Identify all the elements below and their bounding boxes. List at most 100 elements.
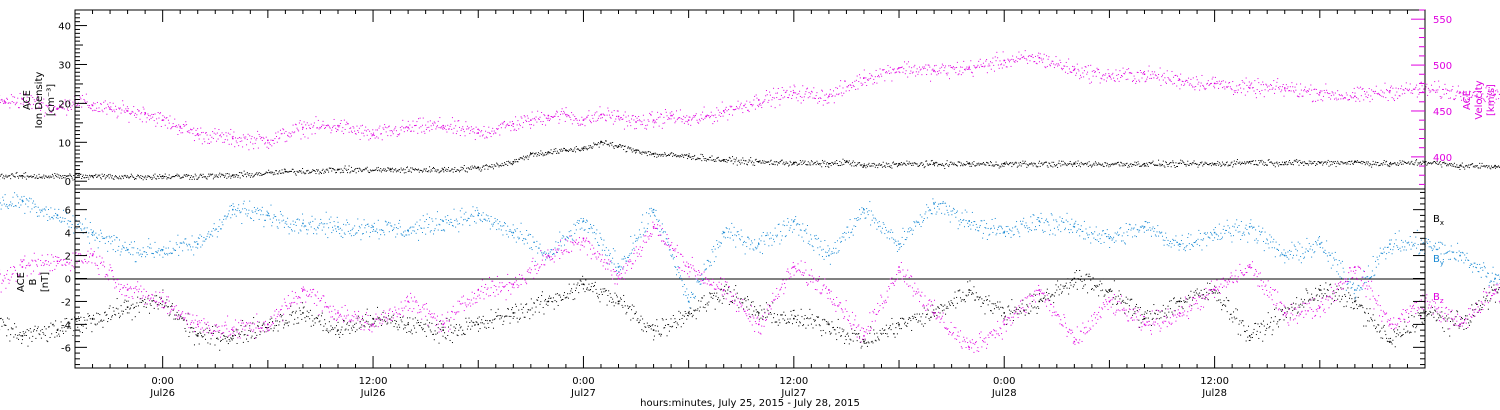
velocity-sample	[780, 98, 782, 100]
velocity-sample	[205, 132, 207, 134]
velocity-sample	[1109, 76, 1111, 78]
density-sample	[1006, 162, 1008, 164]
density-sample	[473, 167, 475, 169]
density-sample	[41, 177, 43, 179]
velocity-sample	[986, 72, 988, 74]
density-sample	[939, 163, 941, 165]
velocity-sample	[856, 75, 858, 77]
velocity-sample	[737, 100, 739, 102]
density-sample	[546, 152, 548, 154]
velocity-sample	[867, 79, 869, 81]
velocity-sample	[1221, 80, 1223, 82]
velocity-sample	[1221, 87, 1223, 89]
density-sample	[1036, 166, 1038, 168]
velocity-sample	[144, 114, 146, 116]
density-sample	[922, 164, 924, 166]
velocity-sample	[539, 116, 541, 118]
density-sample	[528, 156, 530, 158]
velocity-sample	[1180, 84, 1182, 86]
velocity-sample	[445, 129, 447, 131]
velocity-sample	[96, 107, 98, 109]
velocity-sample	[980, 64, 982, 66]
density-sample	[55, 176, 57, 178]
velocity-sample	[425, 124, 427, 126]
density-sample	[792, 163, 794, 165]
velocity-sample	[521, 117, 523, 119]
velocity-sample	[355, 133, 357, 135]
velocity-sample	[389, 130, 391, 132]
velocity-sample	[282, 128, 284, 130]
velocity-sample	[174, 118, 176, 120]
velocity-sample	[1434, 81, 1436, 83]
density-sample	[698, 158, 700, 160]
velocity-sample	[1455, 95, 1457, 97]
density-sample	[325, 169, 327, 171]
density-sample	[925, 160, 927, 162]
velocity-sample	[492, 133, 494, 135]
density-sample	[1285, 161, 1287, 163]
velocity-sample	[297, 129, 299, 131]
velocity-sample	[1006, 66, 1008, 68]
density-sample	[168, 174, 170, 176]
density-sample	[180, 177, 182, 179]
density-sample	[425, 170, 427, 172]
density-sample	[933, 162, 935, 164]
velocity-sample	[87, 104, 89, 106]
velocity-sample	[538, 118, 540, 120]
velocity-sample	[309, 128, 311, 130]
density-sample	[475, 167, 477, 169]
velocity-sample	[646, 124, 648, 126]
density-sample	[1052, 166, 1054, 168]
velocity-sample	[1091, 81, 1093, 83]
density-sample	[959, 161, 961, 163]
density-sample	[363, 169, 365, 171]
density-sample	[786, 162, 788, 164]
velocity-sample	[772, 97, 774, 99]
density-sample	[1128, 164, 1130, 166]
density-sample	[472, 167, 474, 169]
density-sample	[178, 174, 180, 176]
density-sample	[1243, 162, 1245, 164]
velocity-sample	[518, 128, 520, 130]
density-sample	[749, 160, 751, 162]
density-sample	[280, 172, 282, 174]
velocity-sample	[283, 132, 285, 134]
velocity-sample	[1171, 70, 1173, 72]
velocity-sample	[242, 134, 244, 136]
density-sample	[776, 161, 778, 163]
velocity-sample	[68, 102, 70, 104]
velocity-sample	[926, 74, 928, 76]
density-sample	[481, 169, 483, 171]
velocity-sample	[94, 103, 96, 105]
velocity-sample	[997, 57, 999, 59]
density-sample	[1248, 161, 1250, 163]
density-sample	[963, 164, 965, 166]
density-sample	[812, 164, 814, 166]
velocity-sample	[1146, 78, 1148, 80]
velocity-sample	[992, 57, 994, 59]
velocity-sample	[1121, 75, 1123, 77]
density-sample	[762, 160, 764, 162]
velocity-sample	[812, 97, 814, 99]
density-sample	[440, 170, 442, 172]
density-sample	[1067, 163, 1069, 165]
density-sample	[1160, 163, 1162, 165]
density-sample	[268, 169, 270, 171]
velocity-sample	[1018, 51, 1020, 53]
density-sample	[79, 173, 81, 175]
density-sample	[565, 150, 567, 152]
density-sample	[1139, 165, 1141, 167]
velocity-sample	[505, 125, 507, 127]
velocity-sample	[1116, 74, 1118, 76]
velocity-sample	[699, 120, 701, 122]
density-sample	[1268, 159, 1270, 161]
velocity-sample	[966, 66, 968, 68]
density-sample	[1257, 164, 1259, 166]
density-sample	[885, 162, 887, 164]
density-sample	[1273, 164, 1275, 166]
density-sample	[1315, 165, 1317, 167]
velocity-sample	[677, 117, 679, 119]
velocity-sample	[344, 128, 346, 130]
velocity-point	[1283, 87, 1286, 89]
velocity-sample	[801, 96, 803, 98]
